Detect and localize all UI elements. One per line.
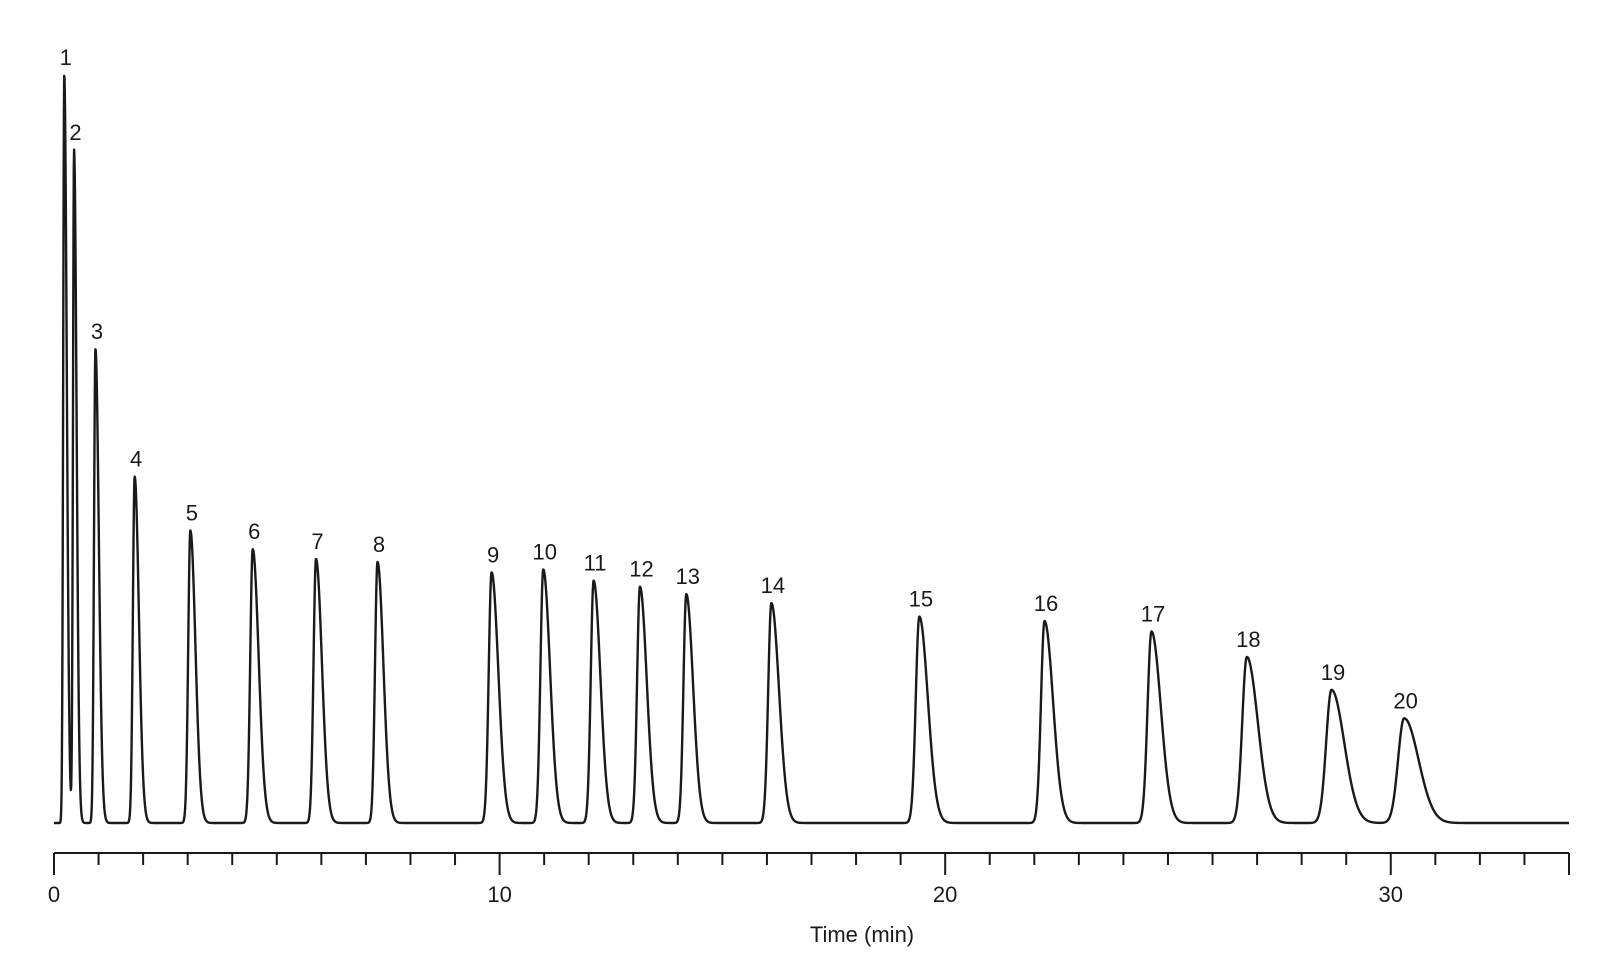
x-tick-label: 0 <box>48 882 60 907</box>
peak-label: 6 <box>248 519 260 544</box>
peak-label: 5 <box>186 501 198 526</box>
peak-label: 2 <box>69 120 81 145</box>
x-tick-label: 10 <box>487 882 511 907</box>
x-tick-label: 30 <box>1379 882 1403 907</box>
peak-label: 19 <box>1321 660 1345 685</box>
peak-label: 4 <box>130 447 142 472</box>
chromatogram-trace <box>53 74 1570 825</box>
peak-label: 11 <box>584 551 607 576</box>
peak-label: 7 <box>311 529 323 554</box>
x-axis-title: Time (min) <box>810 922 914 947</box>
peak-label: 13 <box>676 564 700 589</box>
peak-label: 16 <box>1034 591 1058 616</box>
peak-label: 14 <box>761 573 785 598</box>
x-axis: 0 10 20 30 Time (min) <box>48 852 1570 947</box>
peak-label: 10 <box>533 539 557 564</box>
peak-label: 12 <box>629 557 653 582</box>
peak-label: 1 <box>60 45 72 70</box>
x-tick-label: 20 <box>933 882 957 907</box>
peak-label: 15 <box>909 587 933 612</box>
x-ticks <box>53 853 1570 875</box>
peak-label: 8 <box>373 532 385 557</box>
peak-label: 17 <box>1141 602 1165 627</box>
peak-label: 9 <box>487 542 499 567</box>
peak-label: 3 <box>91 319 103 344</box>
x-tick-labels: 0 10 20 30 <box>48 882 1403 907</box>
peak-label: 20 <box>1393 688 1417 713</box>
peak-label: 18 <box>1236 627 1260 652</box>
